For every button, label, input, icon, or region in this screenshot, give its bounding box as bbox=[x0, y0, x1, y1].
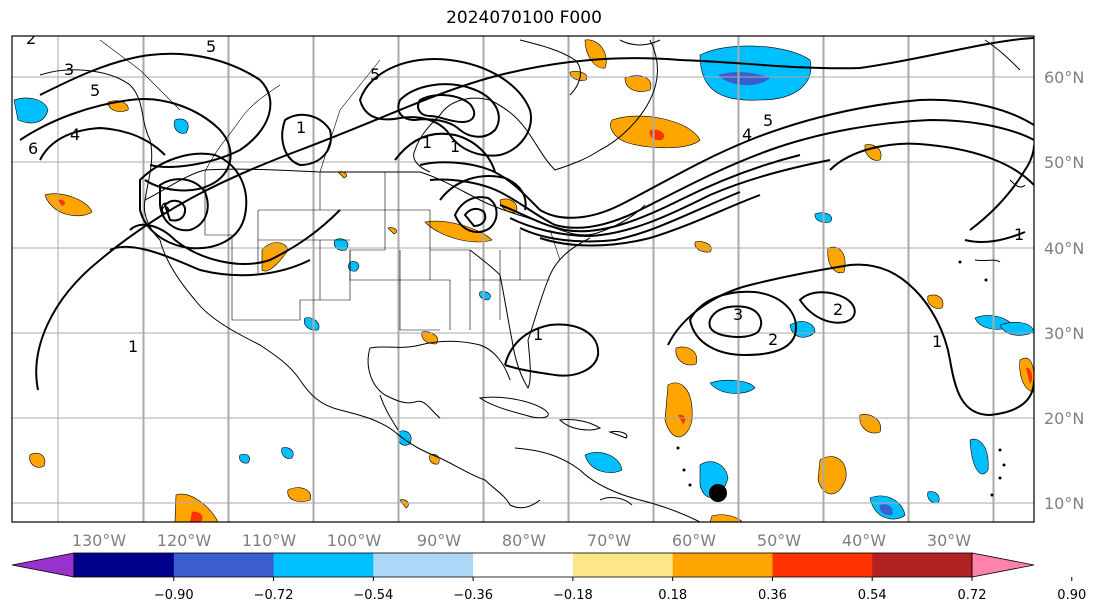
lon-label: 90°W bbox=[417, 531, 461, 550]
colorbar bbox=[11, 552, 1035, 578]
lon-label: 50°W bbox=[757, 531, 801, 550]
graticule bbox=[12, 36, 1034, 522]
contour-label: 2 bbox=[833, 300, 843, 319]
contour-label-group: 2 3 5 5 5 1 4 6 6 1 1 1 1 3 2 2 1 1 4 5 bbox=[26, 29, 1024, 356]
location-marker bbox=[709, 484, 727, 502]
longitude-labels: 130°W 120°W 110°W 100°W 90°W 80°W 70°W 60°W 50°W… bbox=[72, 531, 971, 550]
state-borders bbox=[99, 39, 561, 331]
contour-label: 6 bbox=[160, 199, 170, 218]
colorbar-ticks: −0.90 −0.72 −0.54 −0.36 −0.18 0.18 0.36 0.54 0.7… bbox=[154, 577, 1086, 603]
colorbar-segment bbox=[872, 553, 973, 577]
contour-label: 1 bbox=[1014, 225, 1024, 244]
contour-label: 1 bbox=[296, 118, 306, 137]
contour-label: 5 bbox=[763, 111, 773, 130]
contour-label: 6 bbox=[28, 139, 38, 158]
lon-label: 110°W bbox=[242, 531, 297, 550]
lat-label: 50°N bbox=[1044, 153, 1084, 172]
lon-label: 130°W bbox=[72, 531, 127, 550]
contour-label: 2 bbox=[26, 29, 36, 48]
lon-label: 80°W bbox=[502, 531, 546, 550]
lat-label: 10°N bbox=[1044, 494, 1084, 513]
colorbar-tick-label: 0.90 bbox=[1057, 588, 1086, 603]
colorbar-tick-label: −0.18 bbox=[553, 588, 593, 603]
colorbar-tick-label: 0.72 bbox=[958, 588, 987, 603]
contour-label: 3 bbox=[733, 305, 743, 324]
map-frame bbox=[11, 35, 1035, 523]
colorbar-tick-label: −0.90 bbox=[154, 588, 194, 603]
colorbar-tick-label: −0.72 bbox=[254, 588, 294, 603]
colorbar-segment bbox=[772, 553, 873, 577]
colorbar-tick-label: 0.36 bbox=[758, 588, 787, 603]
contour-label: 1 bbox=[450, 137, 460, 156]
colorbar-segment bbox=[672, 553, 773, 577]
lat-label: 40°N bbox=[1044, 239, 1084, 258]
colorbar-segment bbox=[572, 553, 674, 577]
lon-label: 120°W bbox=[157, 531, 212, 550]
colorbar-segment bbox=[273, 553, 374, 577]
colorbar-segment bbox=[173, 553, 275, 577]
lon-label: 30°W bbox=[927, 531, 971, 550]
colorbar-extend-low bbox=[11, 552, 75, 578]
contour-label: 1 bbox=[128, 337, 138, 356]
colorbar-segment bbox=[74, 553, 175, 577]
map-area bbox=[12, 36, 1034, 522]
contour-label: 5 bbox=[206, 37, 216, 56]
colorbar-tick-label: −0.54 bbox=[353, 588, 393, 603]
colorbar-segment bbox=[473, 553, 574, 577]
contour-label: 3 bbox=[64, 60, 74, 79]
lat-label: 30°N bbox=[1044, 324, 1084, 343]
contour-label: 1 bbox=[932, 332, 942, 351]
colorbar-tick-label: 0.54 bbox=[858, 588, 887, 603]
contour-label: 5 bbox=[90, 81, 100, 100]
contour-label: 4 bbox=[70, 125, 80, 144]
contour-label: 4 bbox=[742, 125, 752, 144]
lon-label: 60°W bbox=[672, 531, 716, 550]
colorbar-tick-label: 0.18 bbox=[658, 588, 687, 603]
colorbar-tick-label: −0.36 bbox=[453, 588, 493, 603]
contour-label: 2 bbox=[768, 330, 778, 349]
lat-label: 20°N bbox=[1044, 409, 1084, 428]
colorbar-outline bbox=[73, 552, 973, 578]
map-title: 2024070100 F000 bbox=[446, 8, 602, 28]
lon-label: 40°W bbox=[842, 531, 886, 550]
contour-label: 1 bbox=[422, 133, 432, 152]
colorbar-segment bbox=[373, 553, 474, 577]
contour-label: 1 bbox=[533, 325, 543, 344]
lon-label: 100°W bbox=[327, 531, 382, 550]
lon-label: 70°W bbox=[587, 531, 631, 550]
contour-lines bbox=[19, 37, 1034, 417]
island-dots bbox=[676, 260, 1006, 497]
colorbar-extend-high bbox=[971, 552, 1035, 578]
latitude-labels: 60°N 50°N 40°N 30°N 20°N 10°N bbox=[1044, 68, 1084, 513]
contour-label: 5 bbox=[370, 65, 380, 84]
lat-label: 60°N bbox=[1044, 68, 1084, 87]
